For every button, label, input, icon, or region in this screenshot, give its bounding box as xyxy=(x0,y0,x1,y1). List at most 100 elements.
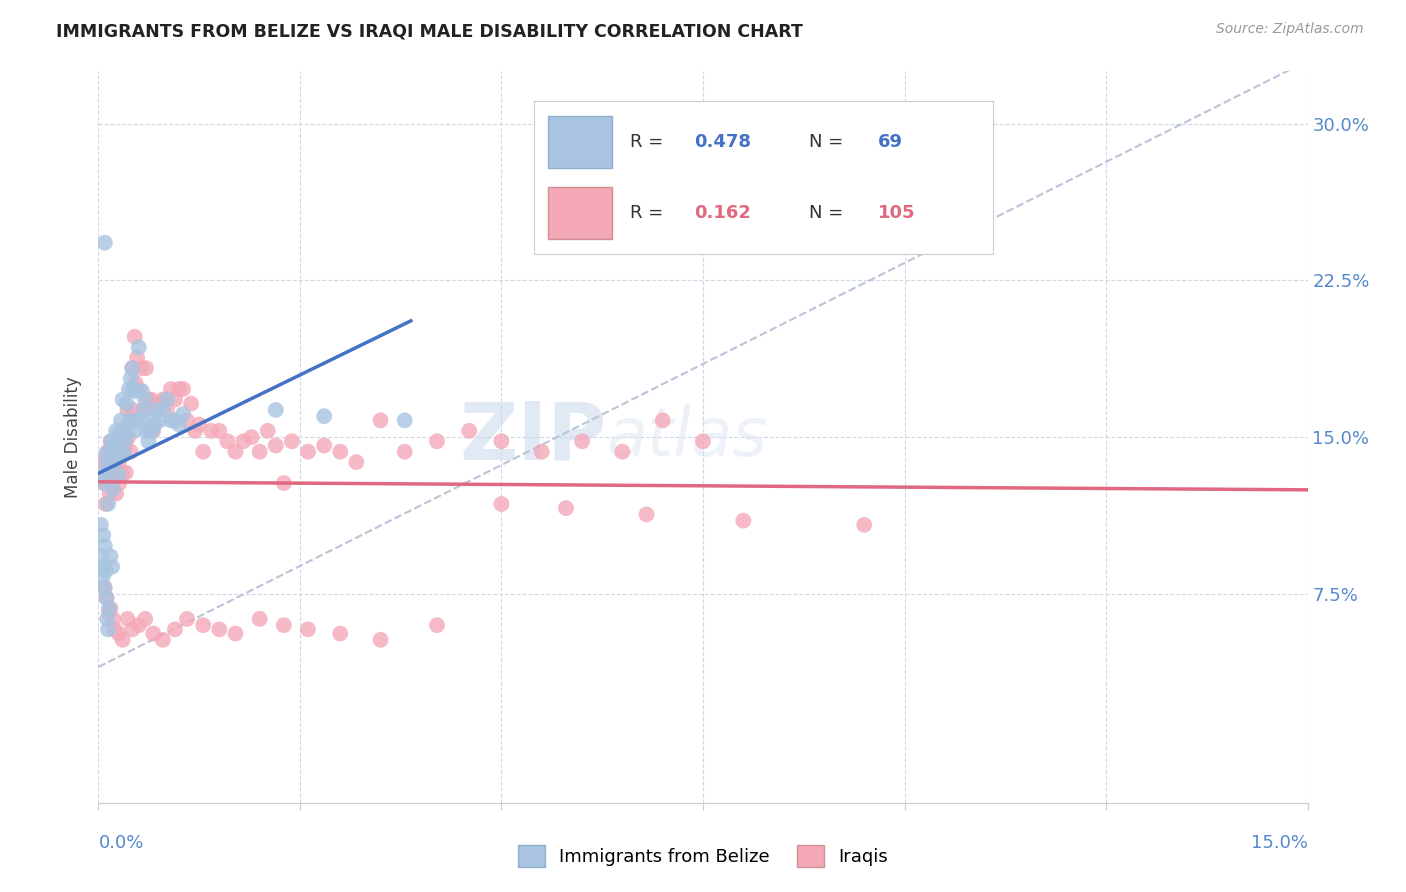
Point xyxy=(176,612,198,626)
Point xyxy=(131,384,153,398)
Point xyxy=(121,361,143,376)
Point xyxy=(142,424,165,438)
Point xyxy=(124,376,146,390)
Point xyxy=(163,392,186,407)
Point xyxy=(117,403,139,417)
Point xyxy=(100,549,122,564)
Point xyxy=(264,438,287,452)
Point xyxy=(94,497,117,511)
Point xyxy=(193,444,215,458)
Point xyxy=(370,632,392,647)
Point xyxy=(103,623,125,637)
Legend: Immigrants from Belize, Iraqis: Immigrants from Belize, Iraqis xyxy=(510,838,896,874)
Point xyxy=(104,466,127,480)
Point xyxy=(114,434,136,449)
Point xyxy=(114,466,136,480)
Point xyxy=(132,403,155,417)
Point xyxy=(97,497,120,511)
Point xyxy=(93,581,115,595)
Point xyxy=(163,413,186,427)
Point xyxy=(249,612,271,626)
Text: IMMIGRANTS FROM BELIZE VS IRAQI MALE DISABILITY CORRELATION CHART: IMMIGRANTS FROM BELIZE VS IRAQI MALE DIS… xyxy=(56,22,803,40)
Point xyxy=(555,501,578,516)
Point xyxy=(91,528,114,542)
Point xyxy=(124,330,146,344)
Point xyxy=(142,413,165,427)
Point xyxy=(97,466,120,480)
Point xyxy=(91,570,114,584)
Point xyxy=(314,438,336,452)
Point xyxy=(176,413,198,427)
Point xyxy=(103,455,125,469)
Point xyxy=(297,444,319,458)
Point xyxy=(145,403,167,417)
Point xyxy=(458,424,481,438)
Point xyxy=(394,413,416,427)
Point xyxy=(172,407,194,421)
Point xyxy=(120,444,142,458)
Point xyxy=(264,403,287,417)
Point xyxy=(94,564,117,578)
Point xyxy=(111,424,134,438)
Point xyxy=(281,434,304,449)
Point xyxy=(111,466,134,480)
Point xyxy=(100,434,122,449)
Point xyxy=(232,434,254,449)
Point xyxy=(112,424,135,438)
Point xyxy=(93,476,115,491)
Point xyxy=(692,434,714,449)
Point xyxy=(90,549,112,564)
Point xyxy=(97,463,120,477)
Point xyxy=(135,361,157,376)
Point xyxy=(114,438,136,452)
Point xyxy=(97,623,120,637)
Point xyxy=(491,434,513,449)
Point xyxy=(91,467,114,482)
Point xyxy=(100,434,122,449)
Point xyxy=(100,444,122,458)
Point xyxy=(167,382,190,396)
Point xyxy=(273,618,295,632)
Point xyxy=(134,612,156,626)
Point xyxy=(160,382,183,396)
Point xyxy=(121,623,143,637)
Point xyxy=(394,444,416,458)
Point xyxy=(115,397,138,411)
Point xyxy=(224,444,246,458)
Point xyxy=(91,455,114,469)
Point xyxy=(101,612,124,626)
Point xyxy=(122,382,145,396)
Point xyxy=(200,424,222,438)
Text: 0.0%: 0.0% xyxy=(98,834,143,852)
Point xyxy=(612,444,634,458)
Point xyxy=(96,447,118,461)
Point xyxy=(145,403,167,417)
Point xyxy=(107,430,129,444)
Point xyxy=(120,371,142,385)
Point xyxy=(491,497,513,511)
Point xyxy=(139,424,162,438)
Point xyxy=(94,235,117,250)
Text: 15.0%: 15.0% xyxy=(1250,834,1308,852)
Point xyxy=(571,434,593,449)
Point xyxy=(733,514,755,528)
Point xyxy=(122,403,145,417)
Point xyxy=(139,392,162,407)
Text: Source: ZipAtlas.com: Source: ZipAtlas.com xyxy=(1216,22,1364,37)
Point xyxy=(108,476,131,491)
Point xyxy=(249,444,271,458)
Point xyxy=(141,424,163,438)
Point xyxy=(97,601,120,615)
Point xyxy=(98,486,121,500)
Point xyxy=(110,424,132,438)
Point xyxy=(96,591,118,605)
Point xyxy=(96,455,118,469)
Point xyxy=(149,397,172,411)
Point xyxy=(105,438,128,452)
Point xyxy=(112,447,135,461)
Point xyxy=(96,612,118,626)
Point xyxy=(651,413,673,427)
Point xyxy=(127,413,149,427)
Point xyxy=(636,508,658,522)
Point xyxy=(256,424,278,438)
